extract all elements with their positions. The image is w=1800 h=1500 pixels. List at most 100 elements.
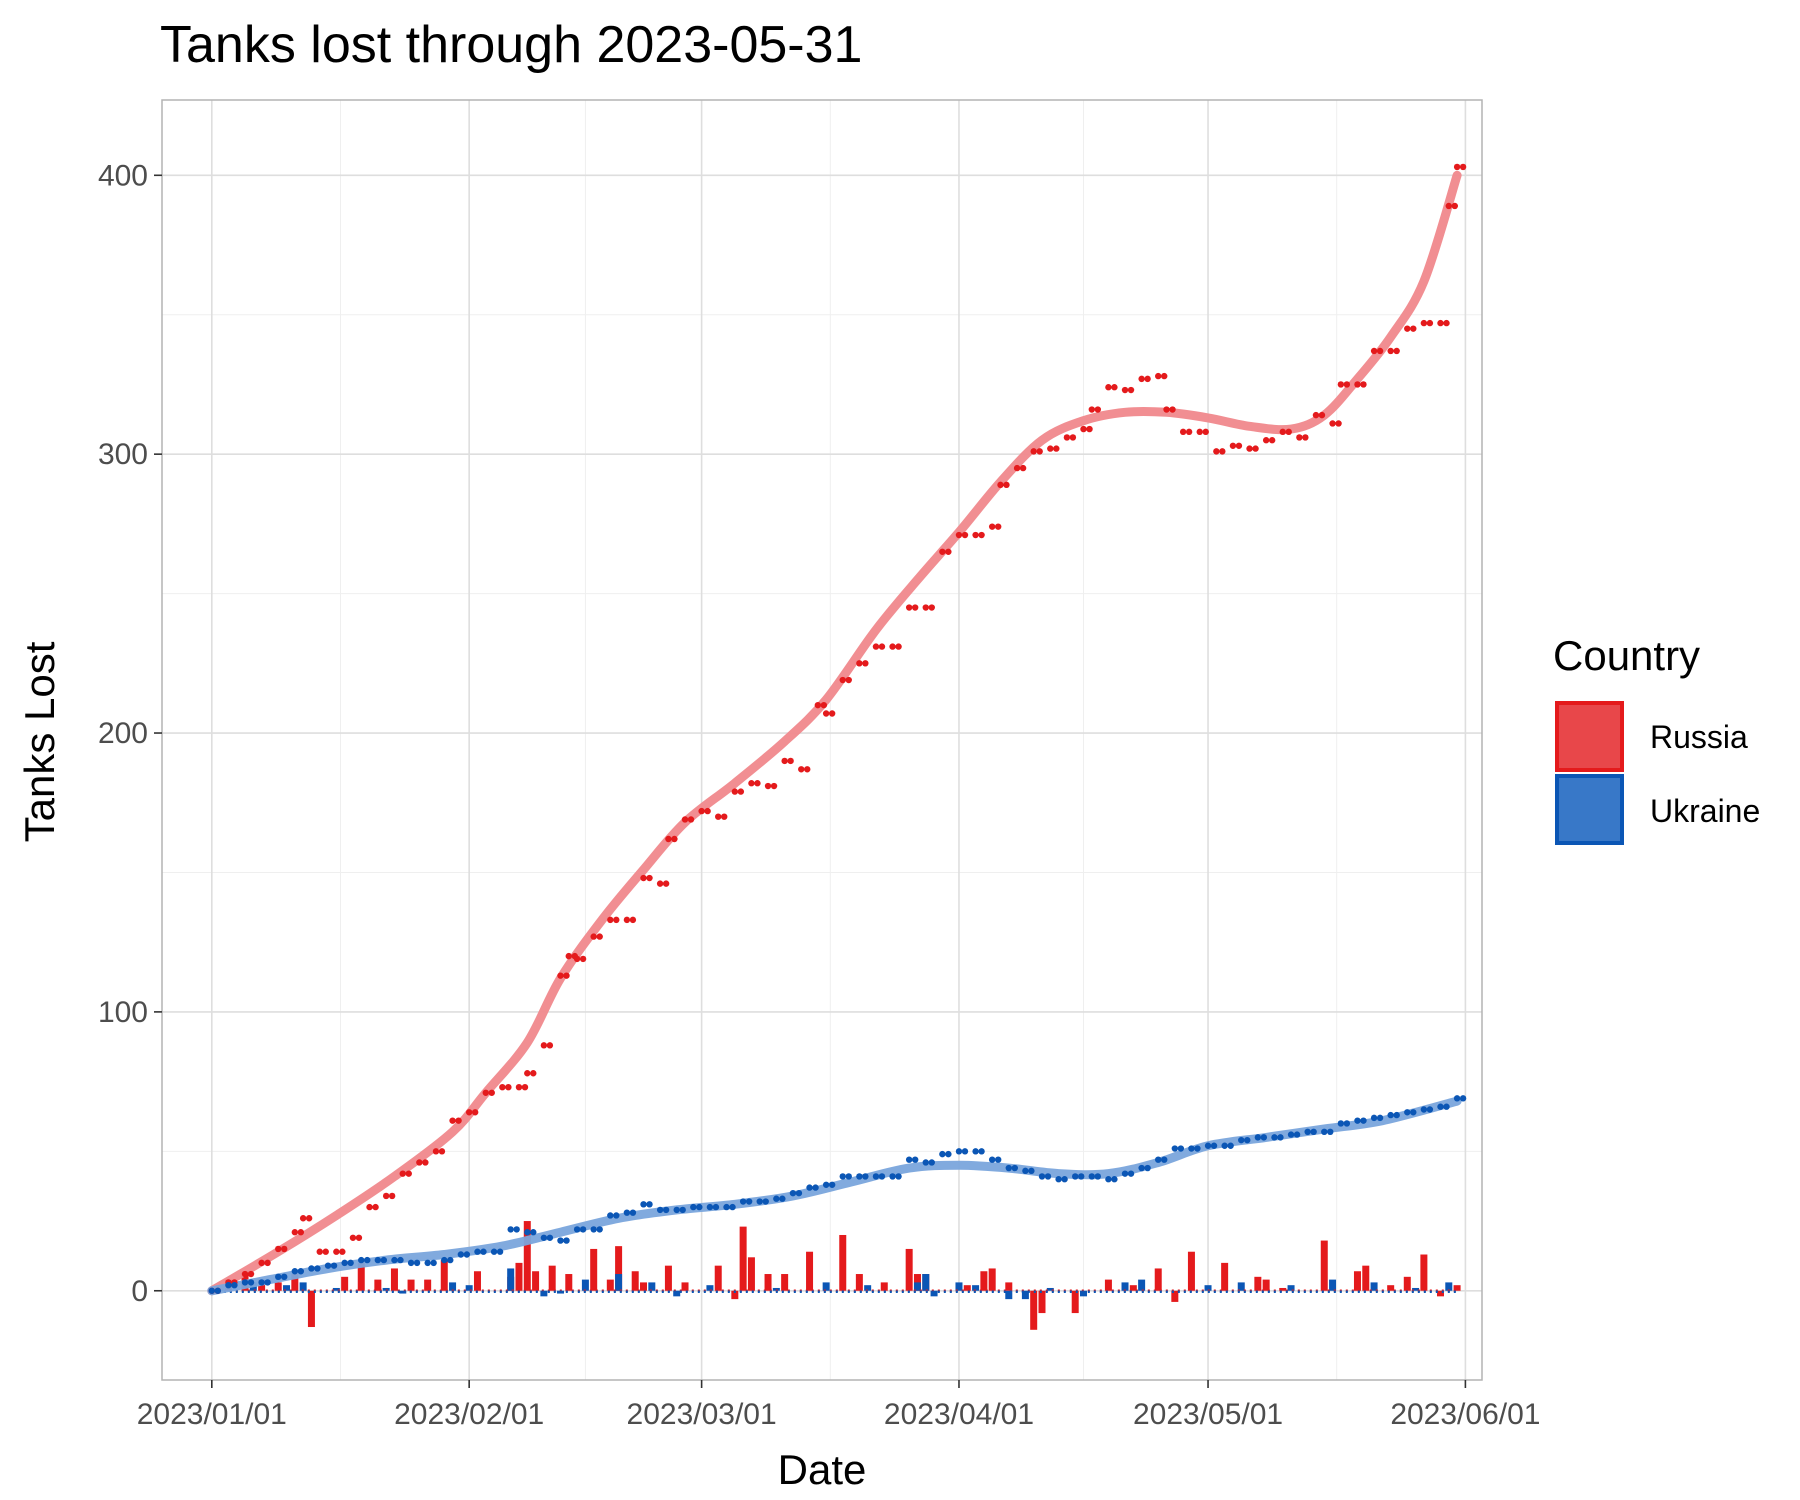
cumulative-point [1387,347,1394,355]
cumulative-point [208,1287,216,1294]
cumulative-point [1327,1128,1334,1136]
cumulative-point [1360,381,1367,388]
cumulative-point [275,1273,282,1281]
cumulative-point [623,1209,631,1216]
cumulative-point [690,1203,697,1211]
daily-bar [291,1274,299,1291]
daily-bar [880,1282,888,1291]
trend-line-ukraine [207,1096,1462,1296]
x-tick-label: 2023/02/01 [394,1398,544,1431]
daily-bar [465,1285,473,1291]
daily-bar [1329,1279,1337,1291]
cumulative-point [1055,1176,1062,1183]
daily-bar [1279,1287,1287,1291]
daily-bar [664,1265,672,1291]
cumulative-point [1451,202,1458,210]
cumulative-point [413,1259,421,1267]
daily-bar [855,1274,863,1291]
y-tick-label: 400 [98,159,148,192]
daily-bar [955,1282,963,1291]
daily-bar [615,1274,623,1291]
cumulative-point [1370,1114,1378,1122]
cumulative-points-ukraine [208,1095,1467,1294]
daily-bar [1387,1285,1395,1291]
cumulative-point [305,1215,313,1222]
cumulative-point [225,1281,232,1289]
daily-bar [806,1251,814,1291]
cumulative-point [515,1083,523,1091]
cumulative-point [712,1203,720,1211]
daily-bar [473,1271,481,1291]
cumulative-point [258,1279,265,1286]
daily-bar [1237,1282,1245,1291]
daily-bar [1021,1290,1029,1300]
cumulative-point [1138,1164,1145,1172]
cumulative-point [1202,428,1209,436]
cumulative-point [1080,425,1087,433]
daily-bar [1129,1285,1137,1291]
daily-bar [548,1265,556,1291]
cumulative-point [922,604,929,611]
cumulative-point [1028,1167,1035,1175]
cumulative-point [928,1159,935,1166]
cumulative-point [798,766,805,773]
y-axis-title: Tanks Lost [16,641,63,842]
cumulative-point [1171,1145,1179,1152]
cumulative-point [723,1203,730,1211]
cumulative-point [988,523,996,530]
x-axis: 2023/01/01 2023/02/01 2023/03/01 2023/04/01… [137,1380,1540,1431]
cumulative-point [499,1083,506,1091]
daily-bar [739,1226,747,1291]
cumulative-point [1022,1167,1029,1175]
cumulative-point [563,972,570,979]
daily-bar [1138,1279,1146,1291]
cumulative-point [422,1159,429,1166]
cumulative-point [1094,1173,1102,1180]
cumulative-point [748,780,755,787]
cumulative-point [540,1234,548,1241]
cumulative-point [1044,1173,1052,1180]
cumulative-point [579,1226,587,1233]
cumulative-point [388,1192,396,1200]
daily-bar [1121,1282,1129,1291]
cumulative-point [878,1173,886,1180]
daily-bar [540,1290,548,1297]
daily-bar [781,1274,789,1291]
cumulative-point [764,782,772,790]
chart-title: Tanks lost through 2023-05-31 [160,16,862,74]
cumulative-point [347,1259,354,1267]
cumulative-point [241,1279,249,1286]
cumulative-point [1088,1173,1096,1180]
cumulative-point [432,1148,440,1155]
cumulative-point [1343,1120,1351,1127]
cumulative-point [1235,442,1243,449]
x-tick-label: 2023/04/01 [884,1398,1034,1431]
cumulative-point [333,1248,340,1255]
cumulative-point [1370,347,1378,355]
daily-bar [332,1287,340,1291]
cumulative-point [546,1234,554,1241]
daily-bar [1171,1290,1179,1302]
cumulative-point [471,1109,479,1116]
minor-gridlines [162,100,1482,1380]
plot-marks [207,163,1467,1330]
x-tick-label: 2023/05/01 [1133,1398,1283,1431]
cumulative-point [972,1148,979,1155]
cumulative-point [1337,1120,1345,1127]
cumulative-point [1426,319,1434,327]
cumulative-point [1011,1164,1018,1172]
cumulative-point [994,523,1002,530]
cumulative-point [214,1287,222,1294]
cumulative-point [430,1259,437,1267]
cumulative-point [496,1248,504,1255]
cumulative-point [247,1279,255,1286]
cumulative-point [1238,1136,1245,1144]
cumulative-point [1329,420,1336,427]
daily-bar [930,1290,938,1297]
cumulative-point [1019,464,1027,472]
cumulative-point [922,1159,929,1166]
y-tick-label: 200 [98,717,148,750]
daily-bar [1353,1271,1361,1291]
daily-bar [424,1279,432,1291]
